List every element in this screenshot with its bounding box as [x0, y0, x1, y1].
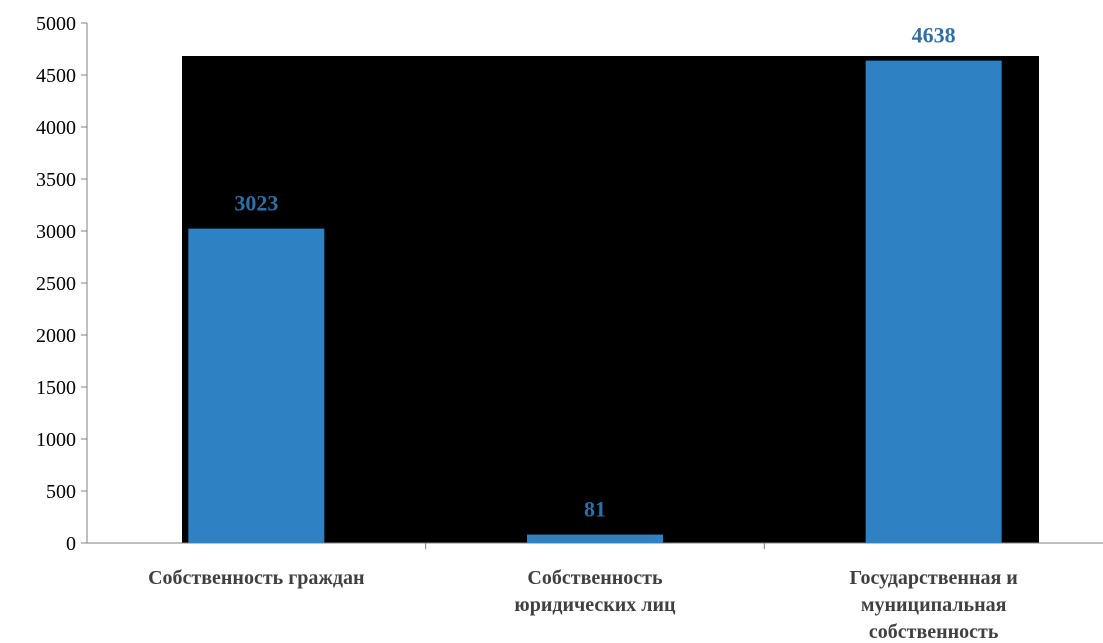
y-tick-label: 500 [46, 481, 76, 503]
data-label: 4638 [912, 23, 956, 48]
data-label: 81 [584, 497, 606, 522]
bar [865, 60, 1002, 543]
y-tick-label: 5000 [36, 13, 76, 35]
y-tick-label: 4000 [36, 117, 76, 139]
category-label-line: Собственность [527, 567, 663, 589]
category-label: Собственность юридических лиц [514, 567, 676, 616]
category-label-line: юридических лиц [514, 594, 676, 616]
bar [527, 534, 663, 543]
y-tick-label: 2500 [36, 273, 76, 295]
y-tick-label: 0 [66, 533, 76, 555]
y-tick-label: 3000 [36, 221, 76, 243]
category-labels: Собственность граждан Собственность юридич… [148, 567, 1018, 643]
data-label: 3023 [234, 191, 278, 216]
y-tick-label: 2000 [36, 325, 76, 347]
category-label: Собственность граждан [148, 567, 365, 589]
bars [188, 60, 1002, 543]
y-tick-label: 1000 [36, 429, 76, 451]
bar [188, 228, 325, 543]
data-labels: 3023 81 4638 [234, 23, 955, 522]
y-tick-label: 4500 [36, 65, 76, 87]
category-label: Государственная и муниципальная собственно… [849, 567, 1017, 643]
y-tick-label: 1500 [36, 377, 76, 399]
y-axis: 0 500 1000 1500 2000 2500 3000 3500 4000 4500 5000 [36, 13, 88, 555]
category-label-line: муниципальная [861, 594, 1007, 616]
category-label-line: Государственная и [849, 567, 1017, 589]
y-tick-label: 3500 [36, 169, 76, 191]
category-label-line: Собственность граждан [148, 567, 365, 589]
x-axis [87, 542, 1103, 549]
category-label-line: собственность [869, 621, 999, 643]
